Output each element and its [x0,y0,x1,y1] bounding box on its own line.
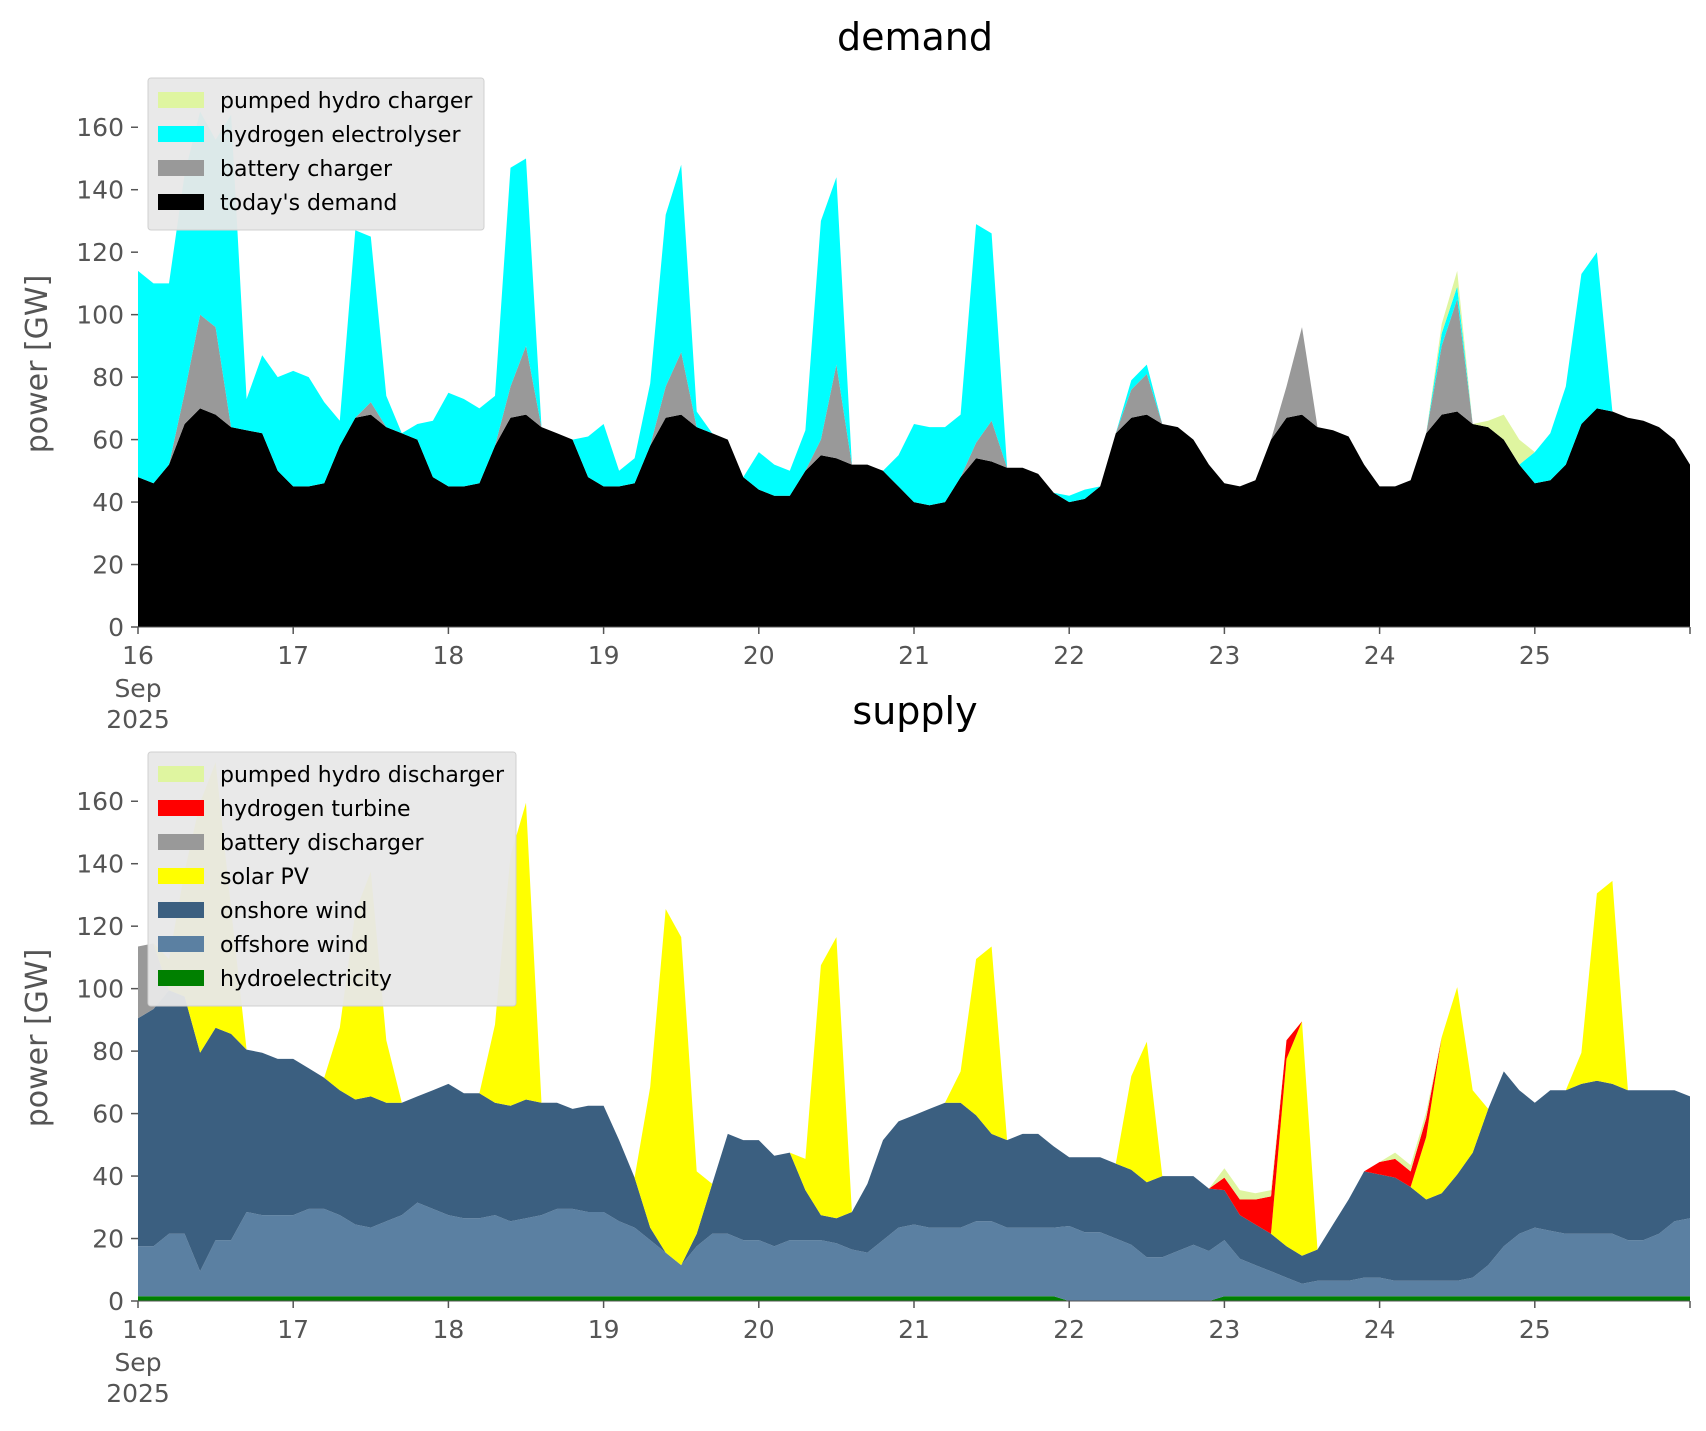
y-tick-label: 160 [76,787,124,816]
x-tick-label: 25 [1519,641,1551,670]
y-tick-label: 60 [92,426,124,455]
y-tick-label: 0 [108,613,124,642]
legend-swatch [158,92,204,108]
x-tick-label: 20 [743,1315,775,1344]
legend-label: battery charger [220,157,393,182]
x-tick-label: 25 [1519,1315,1551,1344]
hydrogen-electrolyser-area [138,111,1690,506]
legend-swatch [158,834,204,850]
y-tick-label: 100 [76,975,124,1004]
x-tick-label: 18 [432,1315,464,1344]
x-tick-sublabel: 2025 [106,705,170,734]
x-tick-label: 24 [1364,1315,1396,1344]
legend-label: pumped hydro discharger [220,763,505,788]
legend-swatch [158,902,204,918]
area-series-group [138,111,1690,627]
y-tick-label: 100 [76,301,124,330]
x-tick-label: 16 [122,1315,154,1344]
chart-title: supply [852,689,977,733]
y-tick-label: 120 [76,912,124,941]
y-tick-label: 0 [108,1287,124,1316]
x-tick-sublabel: 2025 [106,1379,170,1408]
legend-swatch [158,970,204,986]
x-tick-label: 23 [1208,1315,1240,1344]
legend-box [147,751,517,1007]
y-tick-label: 80 [92,363,124,392]
legend-swatch [158,800,204,816]
y-axis-label: power [GW] [20,949,55,1128]
legend-swatch [158,194,204,210]
y-tick-label: 140 [76,176,124,205]
x-tick-label: 24 [1364,641,1396,670]
x-tick-label: 21 [898,1315,930,1344]
legend-label: today's demand [220,191,397,216]
legend-swatch [158,936,204,952]
legend-box [147,77,485,231]
chart-title: demand [837,15,993,59]
legend-swatch [158,126,204,142]
x-tick-label: 18 [432,641,464,670]
legend-label: offshore wind [220,933,369,958]
legend-label: hydrogen turbine [220,797,411,822]
axes: 0 20 40 60 80 100 120 140 160 16 17 18 19 20 21 22 23 24 2… [76,787,1691,1408]
y-tick-label: 40 [92,1162,124,1191]
y-axis-label: power [GW] [20,275,55,454]
legend-label: onshore wind [220,899,367,924]
supply-chart: supply power [GW] 0 20 40 60 80 100 120 140 160 1… [20,689,1691,1408]
y-tick-label: 160 [76,113,124,142]
area-series-group [138,762,1690,1301]
battery-charger-area [138,299,1690,506]
legend-label: battery discharger [220,831,425,856]
solar-pv-area [138,762,1690,1266]
hydroelectricity-area [138,1296,1690,1301]
y-tick-label: 20 [92,551,124,580]
offshore-wind-area [138,1202,1690,1301]
legend-label: solar PV [220,865,309,890]
y-tick-label: 20 [92,1225,124,1254]
legend-label: pumped hydro charger [220,89,473,114]
x-tick-label: 19 [588,1315,620,1344]
onshore-wind-area [138,990,1690,1284]
legend: pumped hydro charger hydrogen electrolyse… [147,77,485,231]
x-tick-label: 22 [1053,1315,1085,1344]
legend-label: hydrogen electrolyser [220,123,461,148]
x-tick-sublabel: Sep [114,674,161,703]
legend-swatch [158,766,204,782]
y-tick-label: 140 [76,850,124,879]
axes: 0 20 40 60 80 100 120 140 160 16 17 18 19 20 21 22 23 24 2… [76,113,1691,734]
legend-swatch [158,160,204,176]
y-tick-label: 60 [92,1100,124,1129]
x-tick-label: 22 [1053,641,1085,670]
legend: pumped hydro discharger hydrogen turbine b… [147,751,517,1007]
y-tick-label: 120 [76,238,124,267]
x-tick-label: 19 [588,641,620,670]
demand-chart: demand power [GW] 0 20 40 60 80 100 120 140 160 1… [20,15,1691,734]
x-tick-label: 21 [898,641,930,670]
legend-swatch [158,868,204,884]
x-tick-sublabel: Sep [114,1348,161,1377]
x-tick-label: 17 [277,1315,309,1344]
legend-label: hydroelectricity [220,967,392,992]
y-tick-label: 40 [92,488,124,517]
today-s-demand-area [138,408,1690,627]
x-tick-label: 17 [277,641,309,670]
x-tick-label: 20 [743,641,775,670]
x-tick-label: 23 [1208,641,1240,670]
x-tick-label: 16 [122,641,154,670]
y-tick-label: 80 [92,1037,124,1066]
